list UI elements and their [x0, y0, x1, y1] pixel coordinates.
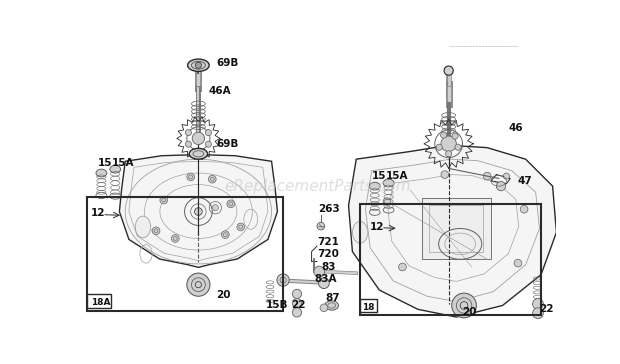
Circle shape: [195, 208, 202, 215]
Text: 18A: 18A: [91, 298, 111, 307]
Text: 22: 22: [539, 304, 553, 314]
Circle shape: [187, 173, 195, 181]
Circle shape: [293, 308, 301, 317]
Text: 83A: 83A: [314, 273, 337, 284]
Text: 12: 12: [370, 222, 384, 232]
Text: 69B: 69B: [216, 58, 239, 68]
Circle shape: [205, 130, 211, 136]
Circle shape: [237, 223, 245, 231]
Circle shape: [533, 298, 543, 309]
Text: 20: 20: [462, 306, 476, 317]
Text: eReplacementParts.com: eReplacementParts.com: [224, 179, 411, 194]
Circle shape: [446, 151, 452, 157]
Text: 15A: 15A: [386, 171, 408, 181]
Circle shape: [441, 132, 447, 138]
Circle shape: [205, 141, 211, 147]
Circle shape: [520, 205, 528, 213]
Text: 47: 47: [518, 176, 533, 186]
Ellipse shape: [352, 222, 368, 243]
Circle shape: [212, 205, 218, 211]
Circle shape: [192, 132, 205, 145]
Text: 15B: 15B: [266, 300, 289, 310]
Circle shape: [436, 144, 442, 150]
Text: 15: 15: [99, 158, 113, 168]
Ellipse shape: [189, 149, 208, 159]
Circle shape: [172, 235, 179, 242]
Ellipse shape: [383, 179, 394, 187]
Circle shape: [317, 222, 325, 230]
Circle shape: [320, 304, 328, 312]
Circle shape: [185, 141, 192, 147]
Circle shape: [455, 144, 461, 150]
Text: 720: 720: [317, 249, 340, 259]
Text: 263: 263: [317, 204, 340, 214]
Circle shape: [452, 293, 476, 318]
Ellipse shape: [135, 216, 151, 238]
Ellipse shape: [325, 301, 339, 310]
Text: 18: 18: [363, 302, 375, 312]
Circle shape: [497, 182, 506, 191]
Bar: [430, 205, 484, 252]
Circle shape: [293, 289, 301, 298]
Circle shape: [185, 130, 192, 136]
Circle shape: [484, 172, 491, 180]
Bar: [87, 294, 112, 308]
Circle shape: [441, 136, 456, 151]
Ellipse shape: [188, 59, 209, 71]
Circle shape: [399, 263, 406, 271]
Polygon shape: [348, 145, 556, 317]
Circle shape: [221, 231, 229, 238]
Text: 83: 83: [322, 262, 336, 272]
Circle shape: [452, 133, 458, 139]
Text: 721: 721: [317, 237, 340, 248]
Text: 46A: 46A: [208, 86, 231, 96]
Text: 46: 46: [508, 123, 523, 133]
Ellipse shape: [110, 165, 121, 173]
Circle shape: [314, 266, 325, 277]
Circle shape: [444, 66, 453, 75]
Text: 15: 15: [371, 171, 386, 181]
Bar: [360, 204, 541, 316]
Circle shape: [441, 171, 449, 178]
Circle shape: [208, 175, 216, 183]
Circle shape: [160, 196, 167, 204]
Circle shape: [293, 298, 301, 308]
Circle shape: [277, 274, 290, 286]
Text: 69B: 69B: [216, 139, 239, 149]
Text: 22: 22: [291, 300, 305, 310]
Circle shape: [514, 259, 522, 267]
Text: 20: 20: [216, 290, 231, 300]
Ellipse shape: [370, 182, 380, 190]
Text: 87: 87: [326, 293, 340, 303]
Circle shape: [533, 308, 543, 318]
Circle shape: [152, 227, 160, 235]
Polygon shape: [120, 155, 277, 268]
Circle shape: [319, 278, 329, 289]
Circle shape: [383, 198, 391, 205]
Bar: [422, 198, 491, 259]
Circle shape: [195, 62, 202, 68]
Circle shape: [227, 200, 234, 208]
Text: 12: 12: [91, 208, 105, 218]
Circle shape: [187, 273, 210, 296]
Bar: [360, 298, 377, 312]
Ellipse shape: [96, 169, 107, 177]
Circle shape: [503, 173, 510, 179]
Text: 15A: 15A: [112, 158, 134, 168]
Bar: [87, 197, 283, 311]
